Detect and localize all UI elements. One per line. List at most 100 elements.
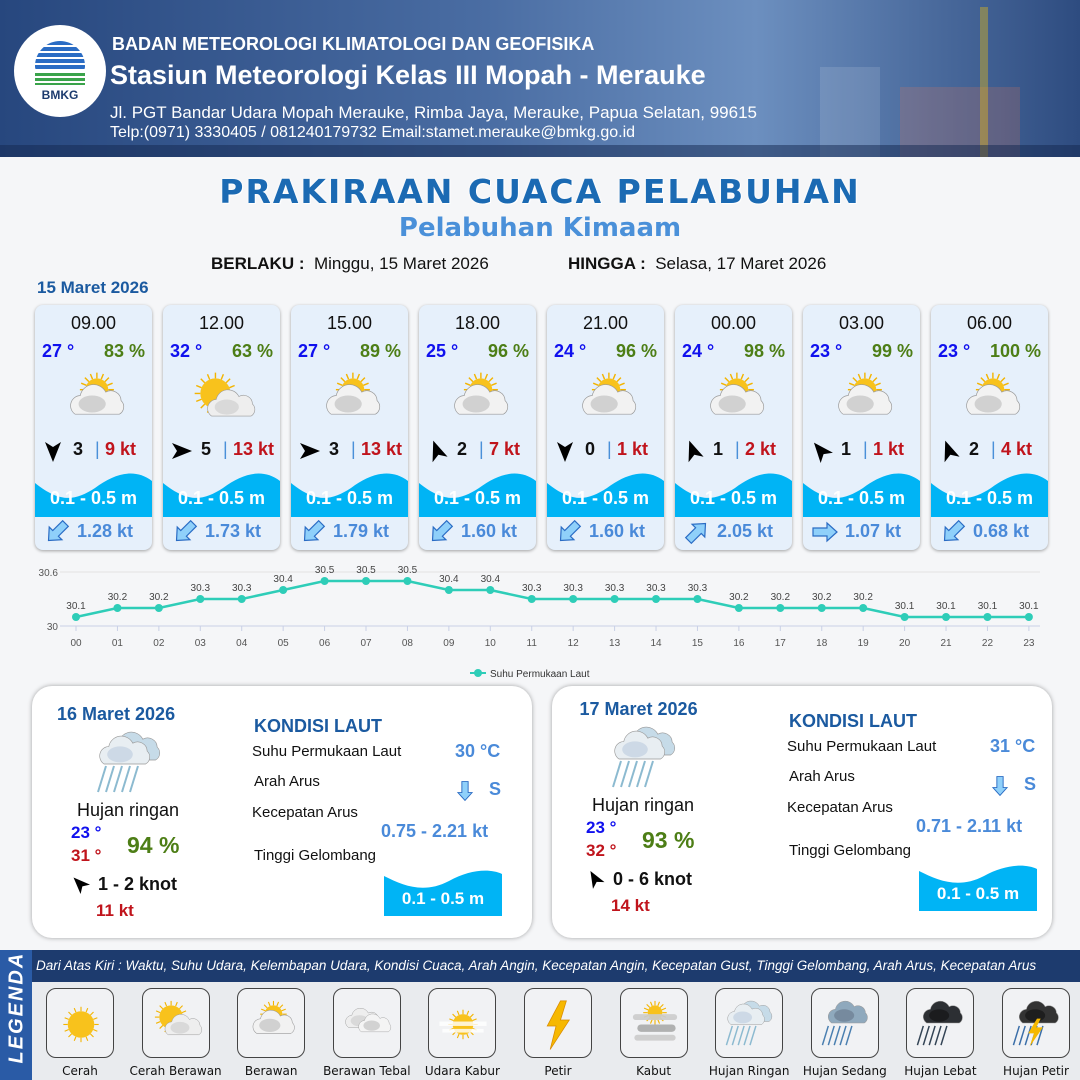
forecast-time: 12.00 (198, 313, 245, 333)
wind-speed: 3 (329, 439, 340, 459)
hujan-ringan-weather-icon (605, 721, 685, 793)
data-label: 30.3 (191, 583, 211, 594)
wind-direction-icon (553, 439, 577, 463)
sst-value: 30 °C (455, 741, 501, 761)
day-date: 16 Maret 2026 (57, 704, 176, 724)
current-direction-value: S (489, 779, 502, 799)
gust-speed: 7 kt (489, 439, 521, 459)
data-label: 30.3 (646, 583, 666, 594)
valid-from: BERLAKU : Minggu, 15 Maret 2026 (211, 254, 489, 273)
daily-forecast-panel: 16 Maret 2026 Hujan ringan 23 ° 31 ° 94 … (32, 686, 532, 938)
legend-label: Petir (544, 1064, 572, 1078)
temp-min: 23 ° (71, 823, 102, 842)
data-point (444, 586, 453, 594)
wind-speed: 0 (585, 439, 596, 459)
wave-height-label: Tinggi Gelombang (254, 847, 377, 864)
forecast-card: 15.00 27 ° 89 % 3 | 13 kt 0.1 - 0.5 m 1.… (291, 305, 408, 550)
air-temp: 24 ° (682, 341, 715, 361)
current-speed-value: 0.71 - 2.11 kt (916, 816, 1023, 836)
current-speed-label: Kecepatan Arus (787, 799, 893, 816)
wind-speed: 1 (841, 439, 852, 459)
data-point (196, 595, 205, 603)
y-tick-label: 30 (47, 622, 59, 633)
temp-min: 23 ° (586, 818, 617, 837)
kabut-icon (627, 995, 683, 1051)
x-tick-label: 13 (609, 638, 621, 649)
data-label: 30.3 (522, 583, 542, 594)
x-tick-label: 07 (360, 638, 372, 649)
humidity: 93 % (642, 827, 695, 853)
forecast-time: 21.00 (582, 313, 629, 333)
legend-label: Hujan Lebat (904, 1064, 977, 1078)
legend-item-petir (524, 988, 592, 1058)
humidity: 100 % (989, 341, 1041, 361)
forecast-card: 09.00 27 ° 83 % 3 | 9 kt 0.1 - 0.5 m 1.2… (35, 305, 152, 550)
legend-label: Hujan Ringan (708, 1064, 790, 1078)
gust-speed: 4 kt (1001, 439, 1033, 459)
current-speed: 1.28 kt (77, 521, 134, 541)
legend-marker (474, 669, 482, 677)
series-line (75, 579, 1029, 619)
wave-icon (35, 463, 152, 517)
berawan-weather-icon (57, 367, 133, 435)
wind-direction-icon (70, 874, 91, 895)
temp-max: 31 ° (71, 846, 102, 865)
data-label: 30.1 (1019, 601, 1039, 612)
udara-kabur-icon (435, 995, 491, 1051)
current-speed: 1.79 kt (333, 521, 390, 541)
wave-icon (931, 463, 1048, 517)
legend-description-bar: Dari Atas Kiri : Waktu, Suhu Udara, Kele… (32, 950, 1080, 982)
x-tick-label: 03 (195, 638, 207, 649)
data-point (983, 613, 992, 621)
data-point (72, 613, 80, 621)
forecast-card: 00.00 24 ° 98 % 1 | 2 kt 0.1 - 0.5 m 2.0… (675, 305, 792, 550)
temp-max: 32 ° (586, 841, 617, 860)
current-speed-value: 0.75 - 2.21 kt (381, 821, 489, 841)
header-banner: BMKG BADAN METEOROLOGI KLIMATOLOGI DAN G… (0, 0, 1080, 157)
separator: | (735, 439, 740, 459)
x-tick-label: 10 (485, 638, 497, 649)
data-label: 30.3 (563, 583, 583, 594)
wind-speed: 5 (201, 439, 212, 459)
humidity: 96 % (615, 341, 657, 361)
x-tick-label: 00 (70, 638, 82, 649)
wave-icon (919, 861, 1037, 911)
current-direction-value: S (1024, 774, 1037, 794)
sea-condition-heading: KONDISI LAUT (254, 716, 382, 736)
gust-speed: 11 kt (96, 901, 134, 920)
data-label: 30.2 (729, 592, 749, 603)
data-point (734, 604, 743, 612)
wind-speed: 3 (73, 439, 84, 459)
gust-speed: 14 kt (611, 896, 650, 915)
wind-direction-icon (809, 439, 833, 464)
x-tick-label: 04 (236, 638, 248, 649)
data-label: 30.4 (439, 574, 459, 585)
current-speed: 2.05 kt (717, 521, 774, 541)
wave-height: 0.1 - 0.5 m (561, 488, 650, 508)
forecast-time: 06.00 (966, 313, 1013, 333)
wave-height: 0.1 - 0.5 m (945, 488, 1034, 508)
current-direction-icon (171, 518, 199, 546)
legend-item-hujan-petir (1002, 988, 1070, 1058)
legend-item-berawan (237, 988, 306, 1058)
cerah-berawan-icon (149, 995, 205, 1051)
page-title: PRAKIRAAN CUACA PELABUHAN (219, 172, 861, 211)
data-point (403, 577, 412, 585)
valid-to: HINGGA : Selasa, 17 Maret 2026 (568, 254, 827, 273)
current-direction-icon (427, 518, 455, 546)
gust-speed: 13 kt (233, 439, 275, 459)
data-label: 30.2 (149, 592, 169, 603)
data-label: 30.5 (356, 565, 376, 576)
air-temp: 23 ° (810, 341, 843, 361)
data-label: 30.5 (398, 565, 418, 576)
legend-item-hujan-ringan (715, 988, 784, 1058)
humidity: 63 % (231, 341, 273, 361)
day1-date: 15 Maret 2026 (37, 278, 149, 297)
x-tick-label: 14 (650, 638, 662, 649)
gust-speed: 1 kt (873, 439, 905, 459)
day-date: 17 Maret 2026 (579, 699, 698, 719)
forecast-time: 03.00 (838, 313, 885, 333)
current-speed: 1.60 kt (461, 521, 518, 541)
berawan-weather-icon (569, 367, 645, 435)
legend-item-hujan-sedang (810, 988, 879, 1058)
